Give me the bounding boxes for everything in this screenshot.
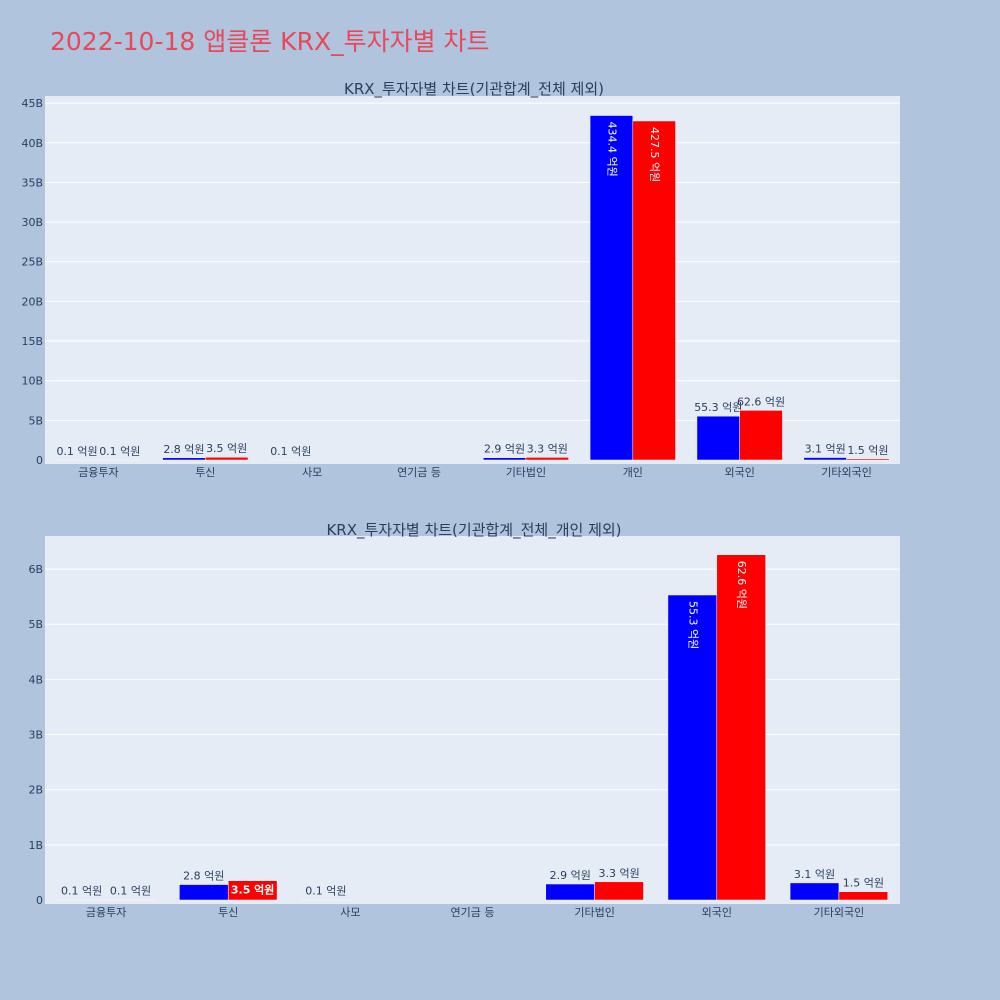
x-tick-label: 연기금 등: [451, 906, 495, 919]
y-tick-label: 40B: [21, 137, 43, 150]
y-tick-label: 35B: [21, 176, 43, 189]
data-label: 62.6 억원: [735, 561, 748, 609]
x-tick-label: 투신: [218, 906, 238, 919]
bar: [716, 554, 766, 901]
data-label: 3.1 억원: [794, 868, 835, 881]
data-label: 0.1 억원: [99, 445, 140, 458]
y-tick-label: 1B: [28, 839, 43, 852]
bar: [589, 115, 634, 461]
x-tick-label: 사모: [302, 466, 322, 479]
bar: [632, 120, 676, 461]
x-tick-label: 연기금 등: [397, 466, 441, 479]
data-label: 0.1 억원: [56, 445, 97, 458]
data-label: 3.5 억원: [206, 442, 247, 455]
y-tick-label: 5B: [28, 414, 43, 427]
data-label: 434.4 억원: [605, 122, 618, 177]
chart-title: KRX_투자자별 차트(기관합계_전체 제외): [344, 80, 604, 99]
y-tick-label: 10B: [21, 375, 43, 388]
bar: [301, 899, 351, 901]
y-tick-label: 4B: [28, 673, 43, 686]
y-tick-label: 6B: [28, 563, 43, 576]
y-tick-label: 2B: [28, 784, 43, 797]
y-tick-label: 20B: [21, 295, 43, 308]
bar: [696, 415, 740, 461]
bar: [667, 594, 718, 901]
bar: [739, 410, 783, 461]
data-label: 1.5 억원: [843, 877, 884, 890]
data-label: 427.5 억원: [648, 127, 661, 182]
bar: [105, 899, 156, 901]
data-label: 0.1 억원: [61, 884, 102, 897]
bar: [525, 457, 569, 461]
x-tick-label: 개인: [623, 466, 643, 479]
bar: [594, 881, 644, 901]
x-tick-label: 기타외국인: [821, 466, 872, 479]
data-label: 3.3 억원: [527, 442, 568, 455]
y-tick-label: 0: [36, 894, 43, 907]
data-label: 2.8 억원: [163, 443, 204, 456]
x-tick-label: 외국인: [702, 906, 732, 919]
bar: [179, 884, 229, 901]
bar: [56, 899, 107, 901]
page-title: 2022-10-18 앱클론 KRX_투자자별 차트: [50, 27, 490, 56]
data-label: 2.8 억원: [183, 870, 224, 883]
bar: [846, 458, 890, 461]
bar: [482, 457, 527, 461]
x-tick-label: 기타법인: [506, 466, 546, 479]
y-tick-label: 30B: [21, 216, 43, 229]
bar: [545, 883, 595, 901]
y-tick-label: 0: [36, 454, 43, 467]
bar: [205, 456, 249, 461]
x-tick-label: 외국인: [725, 466, 755, 479]
bar: [162, 457, 206, 461]
y-tick-label: 5B: [28, 618, 43, 631]
plot-area: [45, 536, 900, 904]
x-tick-label: 금융투자: [78, 466, 118, 479]
data-label: 0.1 억원: [305, 884, 346, 897]
bar: [803, 457, 847, 461]
y-tick-label: 25B: [21, 256, 43, 269]
data-label: 62.6 억원: [737, 395, 785, 408]
bar: [789, 882, 840, 901]
plot-area: [45, 96, 900, 464]
x-tick-label: 기타법인: [574, 906, 614, 919]
y-tick-label: 15B: [21, 335, 43, 348]
y-tick-label: 3B: [28, 729, 43, 742]
x-tick-label: 금융투자: [86, 906, 126, 919]
data-label: 55.3 억원: [694, 401, 742, 414]
data-label: 1.5 억원: [847, 444, 888, 457]
data-label: 2.9 억원: [484, 443, 525, 456]
bar: [838, 891, 889, 901]
data-label: 2.9 억원: [550, 869, 591, 882]
data-label: 3.1 억원: [805, 443, 846, 456]
data-label: 55.3 억원: [686, 601, 699, 649]
chart-title: KRX_투자자별 차트(기관합계_전체_개인 제외): [326, 521, 621, 540]
data-label: 3.5 억원: [231, 883, 275, 897]
x-tick-label: 투신: [195, 466, 215, 479]
data-label: 0.1 억원: [270, 445, 311, 458]
y-tick-label: 45B: [21, 97, 43, 110]
bar: [227, 880, 278, 901]
data-label: 3.3 억원: [598, 867, 639, 880]
x-tick-label: 기타외국인: [814, 906, 865, 919]
x-tick-label: 사모: [340, 906, 360, 919]
data-label: 0.1 억원: [110, 884, 151, 897]
